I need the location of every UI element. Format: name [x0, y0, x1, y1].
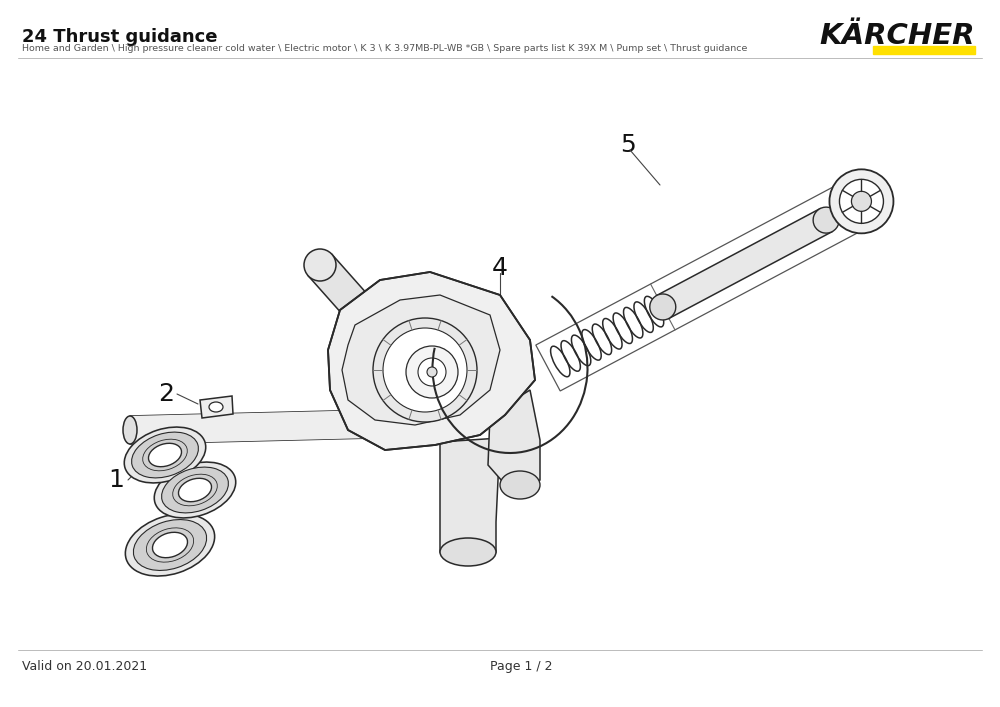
Ellipse shape — [154, 462, 236, 518]
Ellipse shape — [500, 471, 540, 499]
Ellipse shape — [148, 443, 182, 467]
Text: Page 1 / 2: Page 1 / 2 — [490, 660, 552, 673]
Bar — [873, 46, 975, 54]
Text: Home and Garden \ High pressure cleaner cold water \ Electric motor \ K 3 \ K 3.: Home and Garden \ High pressure cleaner … — [22, 44, 747, 53]
Ellipse shape — [418, 358, 446, 386]
Text: Valid on 20.01.2021: Valid on 20.01.2021 — [22, 660, 147, 673]
Ellipse shape — [839, 180, 883, 223]
Ellipse shape — [133, 520, 207, 571]
Ellipse shape — [427, 367, 437, 377]
Ellipse shape — [178, 479, 212, 502]
Ellipse shape — [448, 408, 462, 436]
Ellipse shape — [209, 402, 223, 412]
Ellipse shape — [123, 416, 137, 444]
Ellipse shape — [851, 192, 871, 211]
Ellipse shape — [406, 346, 458, 398]
Polygon shape — [440, 438, 500, 552]
Polygon shape — [130, 408, 455, 444]
Text: 1: 1 — [108, 468, 124, 492]
Ellipse shape — [152, 532, 188, 558]
Text: 2: 2 — [158, 382, 174, 406]
Text: 24 Thrust guidance: 24 Thrust guidance — [22, 28, 218, 46]
Polygon shape — [328, 272, 535, 450]
Text: 4: 4 — [492, 256, 508, 280]
Polygon shape — [657, 209, 832, 318]
Text: 5: 5 — [620, 133, 636, 157]
Polygon shape — [200, 396, 233, 418]
Ellipse shape — [383, 328, 467, 412]
Ellipse shape — [132, 432, 198, 478]
Ellipse shape — [304, 249, 336, 281]
Polygon shape — [308, 255, 372, 321]
Ellipse shape — [813, 207, 839, 233]
Ellipse shape — [162, 467, 228, 513]
Ellipse shape — [440, 538, 496, 566]
Ellipse shape — [125, 514, 215, 576]
Polygon shape — [488, 390, 540, 490]
Ellipse shape — [373, 318, 477, 422]
Ellipse shape — [650, 294, 676, 320]
Text: 3: 3 — [318, 271, 334, 295]
Ellipse shape — [124, 427, 206, 483]
Ellipse shape — [829, 170, 893, 233]
Polygon shape — [342, 295, 500, 425]
Text: KÄRCHER: KÄRCHER — [820, 22, 975, 50]
